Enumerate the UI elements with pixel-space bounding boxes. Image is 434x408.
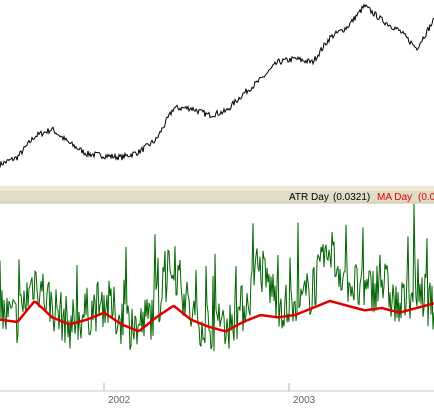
x-axis: 2002 2003 <box>0 383 434 406</box>
legend-ma-name: MA Day <box>377 192 412 203</box>
legend-atr-name: ATR Day <box>289 192 329 203</box>
atr-series-line <box>0 203 434 352</box>
separator-bar <box>0 186 434 204</box>
legend: ATR Day (0.0321) MA Day (0.0 <box>289 192 434 203</box>
ma-series-line <box>0 299 434 333</box>
price-series-line <box>0 3 434 168</box>
price-panel <box>0 3 434 168</box>
x-tick-label-2002: 2002 <box>108 395 131 406</box>
indicator-panel <box>0 203 434 352</box>
x-tick-label-2003: 2003 <box>293 395 316 406</box>
legend-atr-value: (0.0321) <box>333 192 370 203</box>
legend-ma-value: (0.0 <box>418 192 434 203</box>
